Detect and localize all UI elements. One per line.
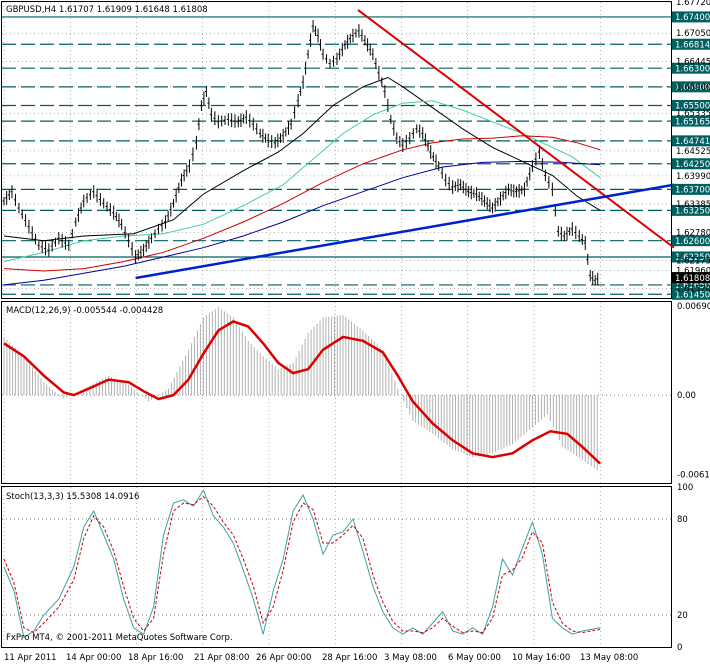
level-label: 1.65900 (675, 83, 710, 93)
macd-signal-line (3, 320, 602, 465)
stoch-signal-line (3, 495, 601, 634)
level-label-box (672, 135, 710, 147)
x-axis-label: 26 Apr 00:00 (256, 653, 311, 663)
level-label: 1.62600 (675, 237, 710, 247)
moving-averages (3, 76, 601, 286)
level-label-box (672, 279, 710, 291)
macd-title: MACD(12,26,9) -0.005544 -0.004428 (6, 306, 164, 316)
macd-tick-label: 0.00 (677, 391, 696, 401)
level-label-box (672, 235, 710, 247)
stoch-series (2, 489, 672, 639)
stoch-title: Stoch(13,3,3) 15.5308 14.0916 (6, 492, 140, 502)
symbol-label: GBPUSD,H4 (6, 5, 57, 15)
level-label: 1.66300 (675, 64, 710, 74)
price-tick-label: 1.62780 (676, 228, 710, 238)
price-tick-label: 1.61960 (676, 266, 710, 276)
price-tick-label: 1.62175 (676, 256, 710, 266)
price-panel-frame (1, 1, 672, 299)
level-label-box (672, 62, 710, 74)
price-tick-label: 1.65335 (676, 109, 710, 119)
price-series (2, 20, 599, 286)
x-axis-label: 28 Apr 16:00 (322, 653, 377, 663)
high-value: 1.61909 (96, 5, 132, 15)
level-label: 1.67400 (675, 13, 710, 23)
level-label-box (672, 183, 710, 195)
close-value: 1.61808 (172, 5, 208, 15)
macd-panel-frame (1, 301, 672, 484)
macd-tick-label: -0.00613 (677, 470, 710, 480)
level-label: 1.64741 (675, 137, 710, 147)
level-label-box (672, 288, 710, 300)
level-label: 1.61450 (675, 290, 710, 300)
trend-lines (135, 9, 675, 280)
ma-blue-line (3, 160, 601, 286)
level-label: 1.63250 (675, 207, 710, 217)
stoch-tick-label: 80 (677, 515, 688, 525)
level-label: 1.62250 (675, 253, 710, 263)
level-label: 1.65165 (675, 117, 710, 127)
price-tick-label: 1.67720 (676, 0, 710, 8)
trend-line-blue (135, 183, 675, 280)
level-label-box (672, 251, 710, 263)
level-label-box (672, 81, 710, 93)
x-axis-label: 21 Apr 08:00 (194, 653, 249, 663)
price-tick-label: 1.65900 (676, 83, 710, 93)
macd-series (2, 307, 672, 471)
level-label: 1.65500 (675, 102, 710, 112)
stoch-tick-label: 20 (677, 611, 688, 621)
level-label: 1.61650 (675, 281, 710, 291)
current-price-box (672, 272, 710, 284)
x-axis-label: 14 Apr 00:00 (66, 653, 121, 663)
x-axis-label: 11 Apr 2011 (4, 653, 57, 663)
price-tick-label: 1.61570 (676, 285, 710, 295)
chart-header: GBPUSD,H4 1.61707 1.61909 1.61648 1.6180… (6, 5, 208, 15)
level-label-box (672, 11, 710, 23)
ma-black-line (3, 76, 601, 242)
x-axis-label: 6 May 00:00 (448, 653, 501, 663)
x-axis-label: 10 May 16:00 (512, 653, 570, 663)
x-axis-label: 3 May 08:00 (384, 653, 437, 663)
x-axis-label: 13 May 08:00 (580, 653, 638, 663)
price-tick-label: 1.63990 (676, 172, 710, 182)
macd-tick-label: 0.00690 (677, 302, 710, 312)
level-label-box (672, 38, 710, 50)
stoch-tick-label: 100 (677, 483, 693, 493)
trend-line-red (357, 9, 675, 249)
level-label-box (672, 158, 710, 170)
current-price-label: 1.61808 (675, 274, 710, 284)
axis-labels: 1.67400 1.66814 1.66300 1.65900 1.65500 1.651… (4, 0, 710, 663)
level-label: 1.63700 (675, 186, 710, 196)
level-label-box (672, 204, 710, 216)
low-value: 1.61648 (134, 5, 170, 15)
level-label: 1.66814 (675, 40, 710, 50)
open-value: 1.61707 (58, 5, 95, 15)
price-tick-label: 1.66445 (676, 57, 710, 67)
price-tick-label: 1.64525 (676, 147, 710, 157)
level-label-box (672, 99, 710, 111)
ma-red-line (3, 135, 601, 272)
level-label: 1.64250 (675, 160, 710, 170)
stoch-main-line (3, 489, 601, 639)
copyright-text: FxPro MT4, © 2001-2011 MetaQuotes Softwa… (6, 633, 233, 643)
price-tick-label: 1.63385 (676, 200, 710, 210)
stoch-tick-label: 0 (677, 643, 682, 653)
stoch-panel-frame (1, 486, 672, 648)
x-axis-label: 18 Apr 16:00 (128, 653, 183, 663)
level-label-box (672, 115, 710, 127)
level-lines (2, 16, 672, 295)
price-tick-label: 1.67050 (676, 29, 710, 39)
